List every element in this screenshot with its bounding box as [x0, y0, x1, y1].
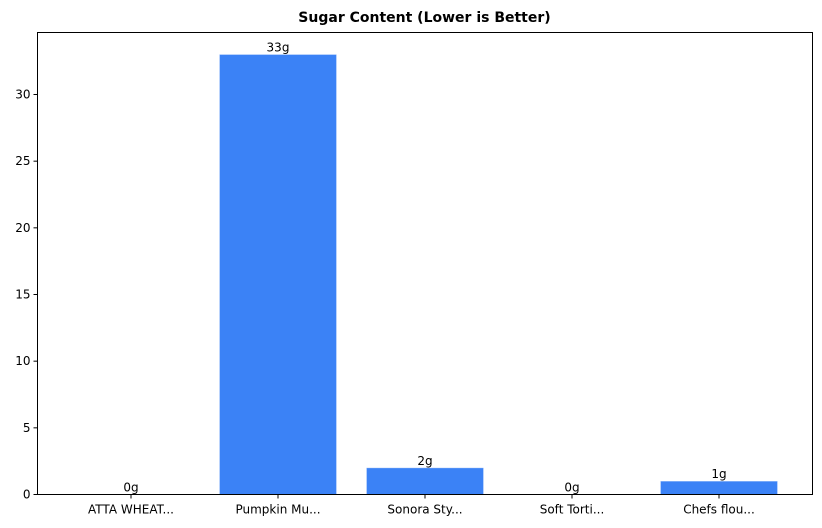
- bar: [366, 467, 484, 496]
- y-tick-label: 15: [15, 288, 30, 302]
- y-tick-label: 10: [15, 354, 30, 368]
- bar-value-label: 2g: [417, 454, 432, 468]
- bar-value-labels: 0g 33g 2g 0g 1g: [123, 41, 726, 495]
- chart-title: Sugar Content (Lower is Better): [298, 10, 550, 26]
- x-tick-label: Sonora Sty...: [387, 503, 462, 517]
- y-tick-label: 20: [15, 221, 30, 235]
- x-tick-label: Pumpkin Mu...: [235, 503, 320, 517]
- bar-value-label: 33g: [267, 41, 290, 55]
- bar: [660, 480, 778, 495]
- bar-value-label: 0g: [123, 481, 138, 495]
- x-axis: ATTA WHEAT... Pumpkin Mu... Sonora Sty... S…: [88, 494, 755, 517]
- bar: [219, 54, 337, 495]
- y-tick-label: 30: [15, 88, 30, 102]
- x-tick-label: Soft Torti...: [540, 503, 605, 517]
- x-tick-label: ATTA WHEAT...: [88, 503, 174, 517]
- y-tick-label: 25: [15, 154, 30, 168]
- bar-value-label: 0g: [564, 481, 579, 495]
- y-tick-label: 5: [23, 421, 31, 435]
- plot-frame: [37, 32, 813, 495]
- bars-group: [219, 54, 778, 496]
- y-tick-label: 0: [23, 488, 31, 502]
- x-tick-label: Chefs flou...: [683, 503, 755, 517]
- bar-value-label: 1g: [711, 467, 726, 481]
- y-axis: 0 5 10 15 20 25 30: [15, 88, 38, 502]
